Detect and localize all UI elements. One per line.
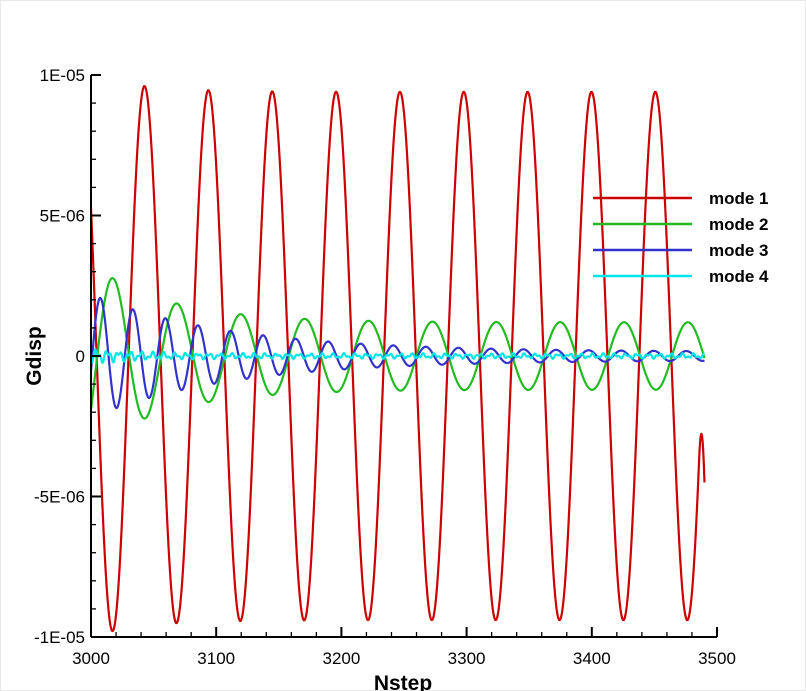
x-tick-label: 3200	[322, 649, 360, 668]
series-line-4	[89, 348, 705, 365]
x-axis-title: Nstep	[374, 672, 432, 691]
y-tick-label: -5E-06	[34, 488, 85, 507]
x-tick-label: 3400	[573, 649, 611, 668]
series-line-3	[89, 296, 705, 410]
x-tick-label: 3300	[448, 649, 486, 668]
axes	[90, 74, 718, 638]
tick-labels: 3000 3100 3200 3300 3400 3500 -1E-05 -5E-06 0 5E-…	[34, 66, 736, 668]
legend-label-2: mode 2	[709, 215, 769, 234]
legend: mode 1 mode 2 mode 3 mode 4	[593, 189, 769, 286]
plot-lines	[89, 85, 706, 633]
y-tick-label: 1E-05	[40, 66, 85, 85]
legend-label-4: mode 4	[709, 267, 769, 286]
y-tick-label: 0	[76, 347, 85, 366]
y-tick-label: -1E-05	[34, 628, 85, 647]
legend-label-1: mode 1	[709, 189, 769, 208]
x-tick-label: 3100	[197, 649, 235, 668]
x-tick-label: 3500	[698, 649, 736, 668]
legend-label-3: mode 3	[709, 241, 769, 260]
y-tick-label: 5E-06	[40, 207, 85, 226]
x-tick-label: 3000	[72, 649, 110, 668]
y-axis-title: Gdisp	[23, 326, 46, 386]
